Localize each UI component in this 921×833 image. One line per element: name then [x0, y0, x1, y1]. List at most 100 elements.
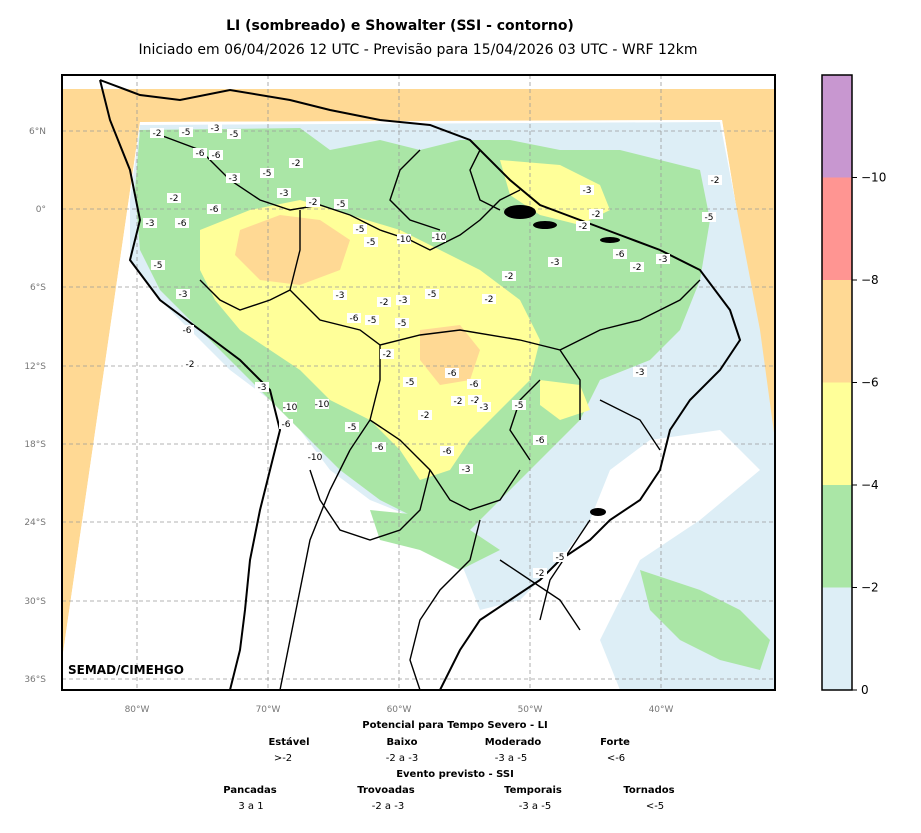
li-shade-green-atlantic: [640, 570, 770, 670]
lon-label: 40°W: [649, 705, 674, 715]
ssi-cat-name: Temporais: [504, 785, 562, 796]
ssi-contour-label: -3: [336, 291, 345, 301]
ssi-contour-label: -5: [406, 378, 415, 388]
ssi-contour-label: -6: [375, 443, 384, 453]
ssi-contour-label: -6: [282, 420, 291, 430]
ssi-contour-label: -3: [636, 368, 645, 378]
ssi-legend-title: Evento previsto - SSI: [396, 769, 514, 780]
ssi-contour-label: -2: [292, 159, 301, 169]
lat-label: 18°S: [24, 440, 46, 450]
li-cat-name: Forte: [600, 737, 630, 748]
map-title: LI (sombreado) e Showalter (SSI - contor…: [226, 18, 574, 34]
ssi-contour-label: -3: [229, 174, 238, 184]
li-legend-title: Potencial para Tempo Severo - LI: [362, 720, 548, 731]
domain-outer-fill: [62, 89, 775, 660]
contour-label-bg: [397, 234, 411, 244]
contour-label-bg: [227, 129, 241, 139]
ssi-contour-label: -5: [515, 401, 524, 411]
ssi-contour-label: -3: [179, 290, 188, 300]
ssi-contour-label: -6: [536, 436, 545, 446]
colorbar-segment: [822, 587, 852, 690]
ssi-contour-label: -2: [711, 176, 720, 186]
contour-label-bg: [445, 368, 459, 378]
contour-label-bg: [308, 452, 322, 462]
colorbar-tick-label: −10: [861, 171, 886, 185]
contour-label-bg: [364, 237, 378, 247]
ssi-contour-label: -5: [337, 200, 346, 210]
contour-label-bg: [333, 290, 347, 300]
li-cat-name: Baixo: [386, 737, 418, 748]
ssi-contour-label: -10: [283, 403, 298, 413]
ssi-cat-name: Trovoadas: [357, 785, 415, 796]
ssi-contour-label: -5: [263, 169, 272, 179]
contour-label-bg: [395, 318, 409, 328]
colorbar-tick-label: −6: [861, 376, 879, 390]
contour-label-bg: [512, 400, 526, 410]
lat-label: 12°S: [24, 362, 46, 372]
ssi-contour-label: -3: [583, 186, 592, 196]
ssi-contour-label: -3: [258, 383, 267, 393]
ssi-contour-label: -3: [146, 219, 155, 229]
ssi-contour-label: -5: [230, 130, 239, 140]
li-cat-value: -3 a -5: [494, 753, 528, 764]
contour-label-bg: [353, 224, 367, 234]
ssi-contour-label: -2: [454, 397, 463, 407]
contour-label-bg: [467, 379, 481, 389]
contour-label-bg: [283, 402, 297, 412]
ssi-contour-label: -6: [350, 314, 359, 324]
ssi-contour-label: -6: [178, 219, 187, 229]
li-cat-value: <-6: [606, 753, 626, 764]
contour-label-bg: [255, 382, 269, 392]
colorbar: 0 −2 −4 −6 −8 −10: [821, 74, 886, 697]
ssi-cat-name: Pancadas: [223, 785, 277, 796]
ssi-contour-label: -3: [462, 465, 471, 475]
contour-label-bg: [418, 410, 432, 420]
contour-label-bg: [380, 349, 394, 359]
lon-label: 50°W: [518, 705, 543, 715]
contour-label-bg: [306, 197, 320, 207]
lon-labels: 80°W 70°W 60°W 50°W 40°W: [125, 705, 674, 715]
contour-label-bg: [167, 193, 181, 203]
contour-label-bg: [576, 221, 590, 231]
ssi-contour-label: -6: [616, 250, 625, 260]
contour-label-bg: [656, 254, 670, 264]
li-shade-green-south: [370, 510, 500, 570]
colorbar-segment: [822, 75, 852, 178]
ssi-contour-label: -3: [280, 189, 289, 199]
lat-label: 6°N: [29, 127, 46, 137]
contour-label-bg: [207, 204, 221, 214]
ssi-contour-label: -2: [153, 129, 162, 139]
contour-label-bg: [315, 399, 329, 409]
ssi-contour-label: -5: [398, 319, 407, 329]
li-shade-orange: [235, 215, 350, 285]
ssi-contour-label: -2: [536, 569, 545, 579]
ssi-contour-label: -2: [633, 263, 642, 273]
contour-label-bg: [533, 568, 547, 578]
ssi-contour-label: -2: [380, 298, 389, 308]
contour-label-bg: [533, 435, 547, 445]
contour-label-bg: [151, 260, 165, 270]
colorbar-tick-label: −8: [861, 273, 879, 287]
ssi-contour-labels: -2 -5 -3-5-6-6-3 -5-2-3-2 -5-2-6-6-3-5-3-6-2…: [143, 123, 722, 579]
contour-label-bg: [279, 419, 293, 429]
ssi-contour-label: -5: [428, 290, 437, 300]
colorbar-segment: [822, 382, 852, 485]
ssi-cat-value: <-5: [645, 801, 665, 812]
ssi-contour-label: -2: [186, 360, 195, 370]
ssi-contour-label: -6: [196, 149, 205, 159]
contour-label-bg: [365, 315, 379, 325]
ssi-contour-label: -6: [210, 205, 219, 215]
lon-label: 70°W: [256, 705, 281, 715]
contour-label-bg: [277, 188, 291, 198]
contour-label-bg: [180, 325, 194, 335]
lat-label: 24°S: [24, 518, 46, 528]
map-subtitle: Iniciado em 06/04/2026 12 UTC - Previsão…: [138, 42, 698, 58]
contour-label-bg: [347, 313, 361, 323]
li-shade-orange-2: [420, 325, 480, 385]
ssi-contour-label: -5: [368, 316, 377, 326]
ssi-contour-label: -2: [579, 222, 588, 232]
ssi-contour-label: -10: [432, 233, 447, 243]
ssi-contour-label: -5: [556, 553, 565, 563]
ssi-contour-label: -6: [443, 447, 452, 457]
colorbar-segment: [822, 280, 852, 383]
